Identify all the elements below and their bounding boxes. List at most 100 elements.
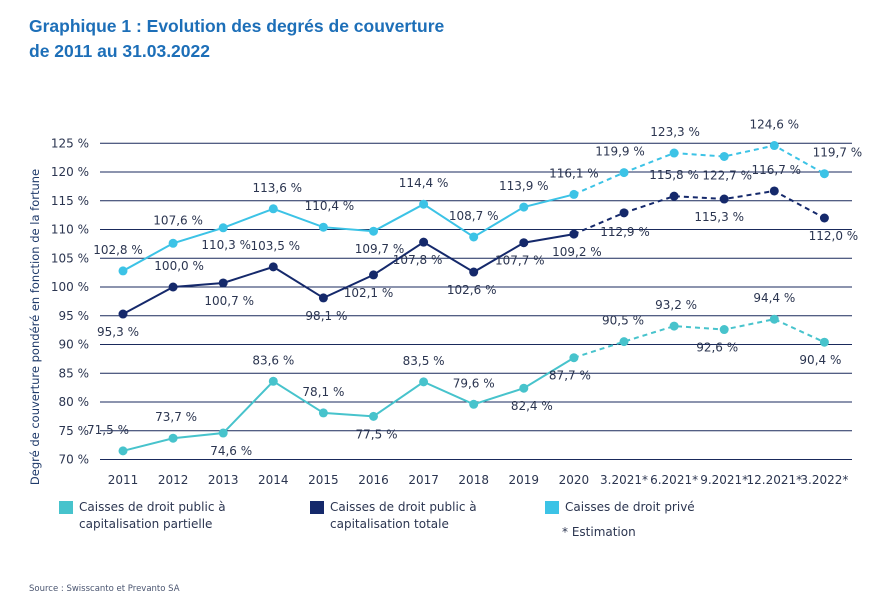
legend-swatch-partielle	[59, 501, 73, 514]
legend-swatch-totale	[310, 501, 324, 514]
data-label-totale: 115,8 %	[649, 168, 699, 182]
x-tick-label: 3.2021*	[600, 473, 648, 487]
data-label-prive: 108,7 %	[449, 209, 499, 223]
data-label-prive: 119,7 %	[813, 146, 863, 160]
data-label-partielle: 90,4 %	[799, 353, 841, 367]
chart-title-line1: Graphique 1 : Evolution des degrés de co…	[29, 16, 445, 36]
data-point-partielle	[669, 321, 679, 331]
data-label-partielle: 73,7 %	[155, 410, 197, 424]
data-point-prive	[669, 148, 679, 158]
y-axis-label: Degré de couverture pondéré en fonction …	[28, 169, 42, 485]
data-label-totale: 109,2 %	[552, 245, 602, 259]
series-line-estimate-prive	[573, 144, 825, 196]
data-label-totale: 107,8 %	[393, 253, 443, 267]
data-point-prive	[268, 204, 278, 214]
data-point-partielle	[819, 337, 829, 347]
data-point-totale	[118, 309, 128, 319]
data-point-totale	[669, 191, 679, 201]
series-line-prive	[122, 193, 575, 272]
data-point-totale	[268, 262, 278, 272]
data-point-partielle	[569, 353, 579, 363]
data-point-totale	[519, 238, 529, 248]
y-tick-label: 70 %	[59, 453, 90, 467]
data-point-totale	[419, 237, 429, 247]
data-label-totale: 103,5 %	[251, 239, 301, 253]
data-label-prive: 109,7 %	[355, 242, 405, 256]
x-tick-label: 2015	[308, 473, 339, 487]
x-tick-label: 2011	[108, 473, 139, 487]
data-label-prive: 102,8 %	[93, 243, 143, 257]
x-tick-label: 2018	[458, 473, 489, 487]
legend-item-totale: Caisses de droit public à capitalisation…	[310, 499, 500, 533]
data-point-prive	[619, 168, 629, 178]
y-tick-label: 90 %	[59, 338, 90, 352]
y-tick-label: 110 %	[51, 223, 89, 237]
data-point-totale	[619, 208, 629, 218]
data-point-partielle	[318, 408, 328, 418]
y-tick-label: 125 %	[51, 136, 89, 150]
legend-label-partielle: Caisses de droit public à capitalisation…	[79, 500, 226, 531]
data-label-partielle: 83,5 %	[403, 354, 445, 368]
data-label-totale: 100,7 %	[204, 294, 254, 308]
estimation-note: * Estimation	[562, 525, 636, 539]
data-point-prive	[369, 226, 378, 236]
data-point-totale	[819, 213, 829, 223]
data-label-prive: 114,4 %	[399, 176, 449, 190]
data-point-prive	[168, 238, 178, 248]
y-axis-ticks: 70 % 75 % 80 % 85 % 90 % 95 % 100 % 105 % 110 % 1…	[51, 136, 89, 466]
data-label-partielle: 82,4 %	[511, 399, 553, 413]
data-label-prive: 110,4 %	[305, 199, 355, 213]
y-tick-label: 100 %	[51, 280, 89, 294]
data-point-prive	[519, 202, 529, 212]
data-point-partielle	[719, 325, 729, 335]
data-labels: 102,8 % 107,6 % 110,3 % 113,6 %110,4 % 109,7…	[87, 118, 863, 458]
data-label-totale: 100,0 %	[154, 259, 204, 273]
data-label-partielle: 79,6 %	[453, 376, 495, 390]
data-point-partielle	[519, 383, 529, 393]
legend-swatch-prive	[545, 501, 559, 514]
data-label-partielle: 93,2 %	[655, 298, 697, 312]
data-label-prive: 119,9 %	[595, 145, 645, 159]
x-axis-ticks: 2011 2012 2013 2014 2015 2016 2017 2018 2019 2020…	[108, 473, 849, 487]
x-tick-label: 9.2021*	[700, 473, 748, 487]
data-point-totale	[569, 229, 579, 239]
data-label-totale: 115,3 %	[694, 210, 744, 224]
data-label-prive: 123,3 %	[650, 125, 700, 139]
data-point-prive	[469, 232, 479, 242]
data-label-partielle: 77,5 %	[356, 427, 398, 441]
legend-item-prive: Caisses de droit privé	[545, 499, 735, 516]
data-point-totale	[369, 270, 378, 280]
series-lines	[118, 141, 829, 456]
x-tick-label: 2017	[408, 473, 439, 487]
data-label-totale: 112,0 %	[809, 229, 859, 243]
legend-label-totale: Caisses de droit public à capitalisation…	[330, 500, 477, 531]
data-point-totale	[218, 278, 228, 288]
data-point-partielle	[769, 314, 779, 324]
data-point-prive	[419, 199, 429, 209]
series-line-estimate-partielle	[573, 318, 825, 359]
chart-title-line2: de 2011 au 31.03.2022	[29, 41, 210, 61]
data-label-totale: 98,1 %	[305, 309, 347, 323]
data-point-partielle	[369, 411, 378, 421]
data-point-prive	[769, 141, 779, 151]
x-tick-label: 2016	[358, 473, 389, 487]
data-point-totale	[168, 282, 178, 292]
data-point-partielle	[469, 399, 479, 409]
data-point-totale	[719, 194, 729, 204]
data-label-totale: 116,7 %	[752, 163, 802, 177]
data-point-totale	[318, 293, 328, 303]
data-label-totale: 107,7 %	[495, 254, 545, 268]
data-point-partielle	[419, 377, 429, 387]
data-label-totale: 102,6 %	[447, 283, 497, 297]
data-label-prive: 113,9 %	[499, 179, 549, 193]
data-label-prive: 122,7 %	[702, 168, 752, 182]
x-tick-label: 2020	[559, 473, 590, 487]
x-tick-label: 2014	[258, 473, 289, 487]
source-note: Source : Swisscanto et Prevanto SA	[29, 584, 180, 594]
data-point-partielle	[218, 428, 228, 438]
x-tick-label: 2013	[208, 473, 239, 487]
data-point-prive	[118, 266, 128, 276]
data-point-partielle	[619, 337, 629, 347]
data-label-partielle: 90,5 %	[602, 314, 644, 328]
